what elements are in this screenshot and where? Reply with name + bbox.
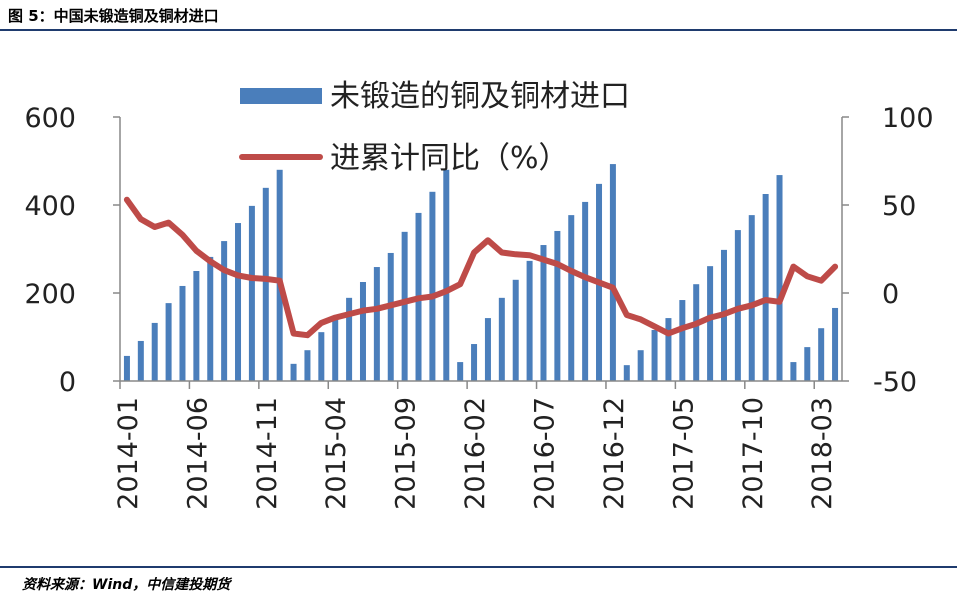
bar — [512, 279, 519, 381]
bar — [373, 267, 380, 381]
x-tick-label: 2016-07 — [529, 397, 560, 510]
x-tick-label: 2014-06 — [182, 397, 213, 510]
bar — [221, 241, 228, 381]
bar — [498, 297, 505, 381]
x-tick-label: 2017-05 — [668, 397, 699, 510]
bar — [248, 205, 255, 381]
right-tick-label: 0 — [882, 279, 899, 310]
left-tick-label: 400 — [24, 191, 76, 222]
bar — [401, 231, 408, 381]
footer-divider — [0, 566, 957, 568]
bar — [207, 256, 214, 381]
bar — [832, 307, 839, 381]
bar — [818, 328, 825, 381]
x-tick-label: 2017-10 — [738, 397, 769, 510]
bar — [332, 315, 339, 381]
bar — [623, 365, 630, 381]
bar — [151, 322, 158, 381]
bar — [734, 230, 741, 381]
left-tick-label: 600 — [24, 103, 76, 134]
legend-bar-label: 未锻造的铜及铜材进口 — [330, 79, 630, 114]
bar — [387, 252, 394, 381]
left-tick-label: 200 — [24, 279, 76, 310]
bar — [707, 266, 714, 381]
bar — [179, 285, 186, 381]
bar — [165, 303, 172, 381]
bar — [443, 169, 450, 381]
bar — [318, 332, 325, 381]
bar — [554, 230, 561, 381]
x-tick-label: 2016-12 — [599, 397, 630, 510]
bar — [123, 355, 130, 381]
x-tick-label: 2015-04 — [321, 397, 352, 510]
bar — [790, 362, 797, 381]
bar — [776, 175, 783, 381]
right-tick-label: 50 — [882, 191, 916, 222]
bar — [526, 260, 533, 381]
bar — [457, 362, 464, 381]
bar — [748, 215, 755, 381]
bar — [637, 350, 644, 381]
bar — [693, 284, 700, 381]
right-tick-label: 100 — [882, 103, 934, 134]
yoy-line-series — [123, 196, 839, 339]
x-tick-label: 2014-11 — [252, 397, 283, 510]
legend: 未锻造的铜及铜材进口 进累计同比（%） — [239, 79, 630, 176]
left-tick-label: 0 — [59, 367, 76, 398]
axes — [113, 116, 849, 389]
bar — [304, 350, 311, 381]
bar — [262, 187, 269, 381]
bar — [762, 194, 769, 381]
bar — [359, 282, 366, 381]
bar — [651, 329, 658, 381]
figure-title: 图 5：中国未锻造铜及铜材进口 — [8, 7, 219, 25]
x-tick-label: 2015-09 — [391, 397, 422, 510]
x-tick-label: 2014-01 — [113, 397, 144, 510]
right-tick-label: -50 — [873, 367, 917, 398]
bar — [679, 300, 686, 381]
bar — [276, 169, 283, 381]
legend-bar-swatch — [240, 88, 322, 104]
x-tick-label: 2018-03 — [807, 397, 838, 510]
legend-line-label: 进累计同比（%） — [330, 141, 569, 176]
bar — [471, 344, 478, 381]
bar — [804, 347, 811, 381]
bar — [429, 191, 436, 381]
x-tick-label: 2016-02 — [460, 397, 491, 510]
bar — [290, 363, 297, 381]
bar — [137, 340, 144, 381]
bar — [568, 215, 575, 381]
bar — [540, 245, 547, 381]
bar — [346, 297, 353, 381]
bar — [193, 271, 200, 381]
header-divider — [0, 29, 957, 31]
source-note: 资料来源：Wind，中信建投期货 — [22, 577, 231, 593]
bar — [609, 164, 616, 381]
chart: 0 200 400 600 -50 0 50 100 2014-01 2014-06 2014-11… — [24, 79, 934, 510]
bar — [235, 223, 242, 381]
bar — [484, 318, 491, 381]
bar — [582, 201, 589, 381]
bar — [665, 318, 672, 381]
